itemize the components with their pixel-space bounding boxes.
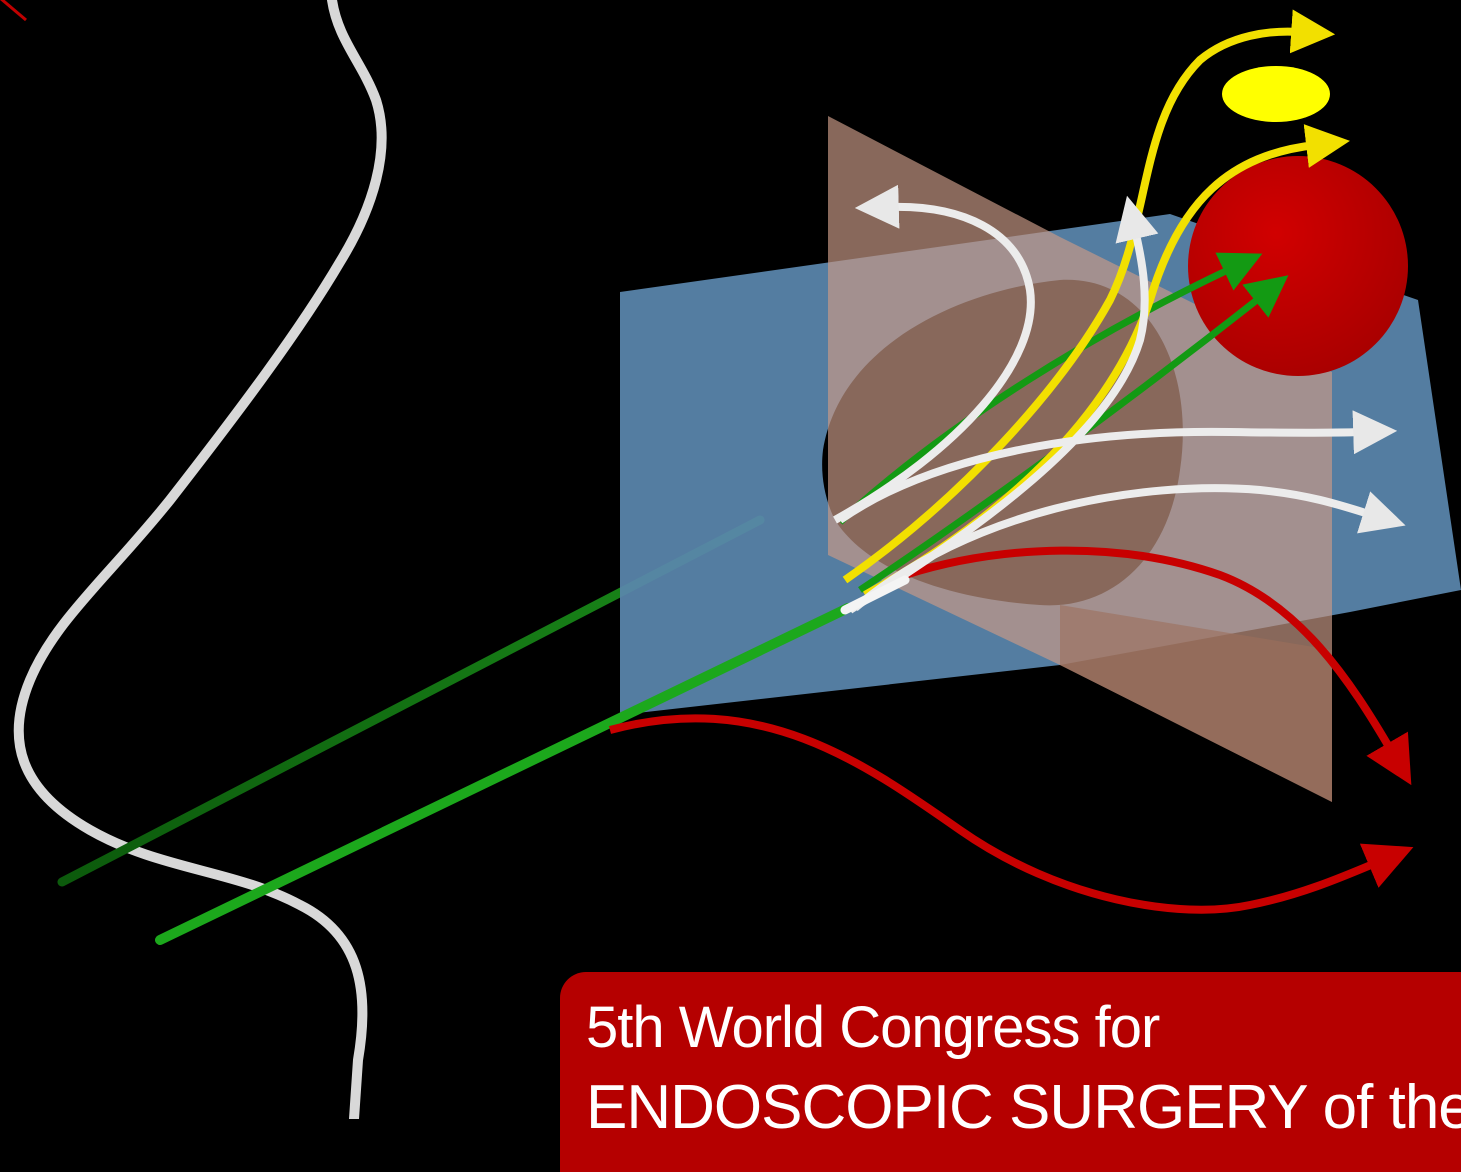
banner-title-line2: ENDOSCOPIC SURGERY of the <box>586 1073 1461 1142</box>
congress-title-banner: 5th World Congress for ENDOSCOPIC SURGER… <box>560 972 1461 1172</box>
red-pathway-lower <box>608 714 1414 914</box>
nose-profile-outline <box>13 0 387 1119</box>
green-pathway-1 <box>837 252 1263 525</box>
endoscope-rod-front <box>155 603 853 945</box>
red-target-sphere <box>1188 156 1408 376</box>
corner-red-mark <box>0 0 27 22</box>
yellow-target-ellipse <box>1222 66 1330 122</box>
sagittal-plane-lower <box>1060 605 1332 802</box>
endoscopic-corridors-illustration <box>0 0 1461 1119</box>
endoscope-tip <box>840 575 910 615</box>
white-pathway-up-left <box>833 184 1035 524</box>
banner-title-line1: 5th World Congress for <box>586 995 1160 1060</box>
red-pathway-upper <box>903 546 1412 786</box>
white-pathway-right-upper <box>837 410 1398 524</box>
white-pathway-right-lower <box>852 484 1406 612</box>
